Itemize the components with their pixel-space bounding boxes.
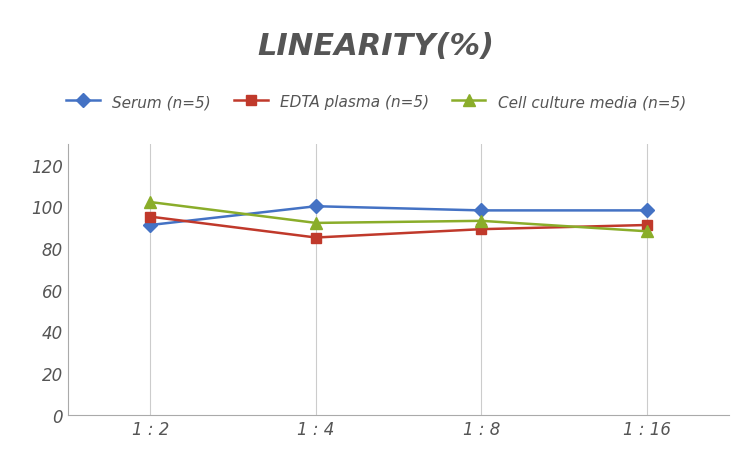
EDTA plasma (n=5) [642,223,651,228]
Cell culture media (n=5) [642,229,651,235]
Serum (n=5) [311,204,320,209]
Serum (n=5) [477,208,486,214]
Cell culture media (n=5) [477,219,486,224]
EDTA plasma (n=5) [311,235,320,241]
Line: EDTA plasma (n=5): EDTA plasma (n=5) [146,212,651,243]
Cell culture media (n=5) [146,200,155,205]
Line: Serum (n=5): Serum (n=5) [146,202,651,230]
Serum (n=5) [146,223,155,228]
EDTA plasma (n=5) [477,227,486,232]
Legend: Serum (n=5), EDTA plasma (n=5), Cell culture media (n=5): Serum (n=5), EDTA plasma (n=5), Cell cul… [60,89,692,116]
Serum (n=5) [642,208,651,214]
EDTA plasma (n=5) [146,215,155,220]
Line: Cell culture media (n=5): Cell culture media (n=5) [144,196,653,238]
Text: LINEARITY(%): LINEARITY(%) [257,32,495,60]
Cell culture media (n=5) [311,221,320,226]
